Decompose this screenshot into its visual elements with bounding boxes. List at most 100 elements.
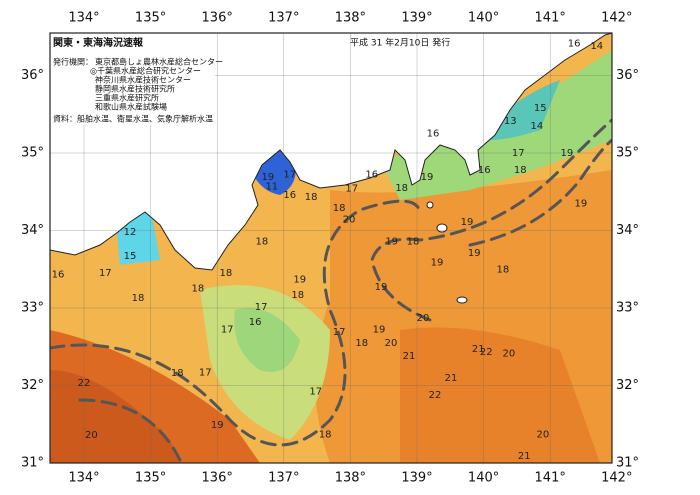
title: 関東・東海海況速報	[53, 36, 144, 49]
temperature-label: 16	[427, 129, 440, 140]
temperature-label: 19	[431, 257, 444, 268]
temperature-label: 18	[355, 338, 368, 349]
island	[456, 296, 468, 304]
kuroshio-axis	[468, 138, 612, 247]
lon-tick-label: 134°	[68, 11, 99, 26]
legend-box	[50, 33, 215, 125]
sources: 資料：船舶水温、衛星水温、気象庁解析水温	[53, 114, 213, 124]
temperature-label: 21	[472, 344, 485, 355]
temperature-label: 17	[221, 325, 234, 336]
lon-tick-label: 140°	[468, 471, 499, 486]
publisher-label: 発行機関：	[53, 57, 93, 67]
lon-tick-label: 138°	[335, 471, 366, 486]
kuroshio-axis	[370, 118, 612, 322]
graticule	[50, 33, 612, 463]
island	[426, 201, 434, 209]
kuroshio-axis	[50, 199, 422, 447]
lon-tick-label: 134°	[68, 471, 99, 486]
temperature-label: 17	[99, 268, 112, 279]
temperature-label: 19	[385, 236, 398, 247]
lat-tick-label: 32°	[616, 378, 639, 393]
temperature-label: 16	[568, 39, 581, 50]
temperature-label: 20	[503, 349, 516, 360]
lat-tick-label: 32°	[21, 378, 44, 393]
publisher: 神奈川県水産技術センター	[95, 75, 191, 85]
temperature-label: 18	[319, 429, 332, 440]
temperature-label: 18	[407, 236, 420, 247]
kuroshio-core	[50, 370, 180, 463]
temperature-label: 18	[305, 192, 318, 203]
lat-tick-label: 31°	[21, 456, 44, 471]
temperature-label: 18	[514, 165, 527, 176]
lon-tick-label: 138°	[335, 11, 366, 26]
lat-tick-label: 35°	[21, 146, 44, 161]
temperature-labels: 16 14 15 13 14 16 17 19 16 19 18 16 18 19 17 11 16 18 17 19…	[52, 39, 604, 462]
lon-tick-label: 135°	[135, 471, 166, 486]
lon-tick-label: 141°	[535, 11, 566, 26]
temperature-label: 17	[333, 327, 346, 338]
temperature-label: 12	[124, 227, 137, 238]
temperature-label: 13	[504, 116, 517, 127]
issue-date: 平成 31 年2月10日 発行	[350, 37, 450, 49]
temperature-label: 22	[480, 347, 493, 358]
temperature-label: 17	[283, 170, 296, 181]
temperature-label: 18	[255, 236, 268, 247]
temperature-label: 16	[249, 317, 262, 328]
temperature-label: 22	[78, 378, 91, 389]
lon-tick-label: 139°	[401, 11, 432, 26]
temperature-label: 18	[132, 293, 145, 304]
map-body: 16 14 15 13 14 16 17 19 16 19 18 16 18 19 17 11 16 18 17 19…	[50, 33, 612, 463]
temperature-label: 18	[291, 290, 304, 301]
temperature-label: 17	[345, 184, 358, 195]
temperature-label: 16	[365, 170, 378, 181]
kuroshio-axis	[78, 398, 182, 462]
lat-tick-label: 35°	[616, 146, 639, 161]
temperature-label: 19	[375, 282, 388, 293]
temperature-label: 21	[445, 373, 458, 384]
island	[436, 223, 448, 233]
temperature-label: 16	[283, 190, 296, 201]
lon-tick-label: 136°	[202, 471, 233, 486]
temperature-label: 20	[85, 430, 98, 441]
publisher: 東京都島しょ農林水産総合センター	[95, 57, 223, 67]
lon-tick-label: 140°	[468, 11, 499, 26]
temperature-label: 18	[333, 203, 346, 214]
lat-tick-label: 34°	[616, 223, 639, 238]
lon-tick-label: 136°	[202, 11, 233, 26]
lat-tick-label: 31°	[616, 456, 639, 471]
lon-tick-label: 141°	[535, 471, 566, 486]
temperature-label: 15	[124, 251, 137, 262]
lon-tick-label: 142°	[601, 11, 632, 26]
temperature-label: 14	[531, 121, 544, 132]
lon-tick-label: 142°	[601, 471, 632, 486]
temperature-label: 16	[52, 270, 65, 281]
temperature-label: 19	[421, 172, 434, 183]
temperature-label: 18	[497, 264, 510, 275]
temperature-label: 22	[429, 390, 442, 401]
temperature-label: 20	[343, 215, 356, 226]
temperature-label: 14	[590, 41, 603, 52]
temperature-label: 16	[478, 165, 491, 176]
temperature-label: 18	[219, 268, 232, 279]
temperature-label: 20	[385, 338, 398, 349]
temperature-label: 11	[265, 181, 278, 192]
lon-tick-label: 139°	[401, 471, 432, 486]
lat-tick-label: 34°	[21, 223, 44, 238]
temperature-label: 19	[373, 325, 386, 336]
publisher: 静岡県水産技術研究所	[95, 84, 175, 94]
temperature-label: 20	[417, 313, 430, 324]
map-frame	[49, 32, 613, 464]
temperature-label: 18	[171, 368, 184, 379]
temperature-label: 17	[199, 367, 212, 378]
lon-tick-label: 137°	[268, 471, 299, 486]
temperature-label: 17	[512, 148, 525, 159]
temperature-label: 21	[403, 351, 416, 362]
temperature-label: 21	[518, 451, 531, 462]
temperature-label: 17	[255, 302, 268, 313]
lat-tick-label: 36°	[616, 68, 639, 83]
temperature-label: 20	[537, 429, 550, 440]
temperature-label: 19	[211, 420, 224, 431]
temperature-label: 19	[461, 217, 474, 228]
temperature-label: 17	[309, 387, 322, 398]
